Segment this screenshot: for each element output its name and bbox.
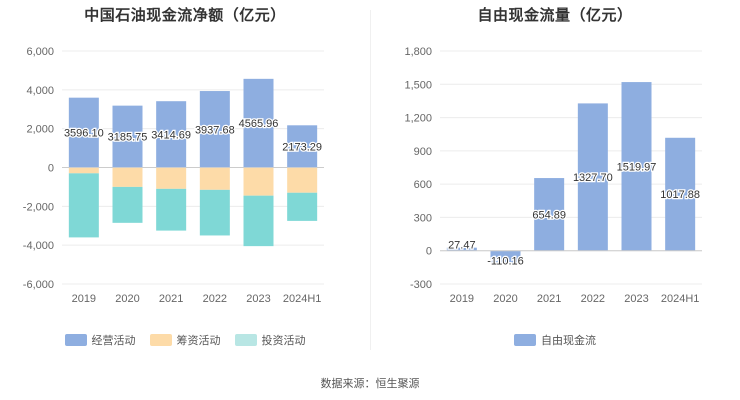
fcf-chart-title: 自由现金流量（亿元） — [477, 7, 633, 24]
data-label: -110.16 — [487, 256, 524, 268]
data-label: 654.89 — [532, 209, 566, 221]
y-tick-label: -2,000 — [23, 201, 54, 213]
legend-item-fcf[interactable]: 自由现金流 — [514, 332, 596, 348]
x-tick-label: 2024H1 — [661, 293, 700, 305]
x-tick-label: 2022 — [203, 293, 227, 305]
cashflow-chart-panel: 中国石油现金流净额（亿元） 6,000 4,000 2,000 0 -2,000 -4,0… — [0, 0, 370, 370]
y-tick-label: 2,000 — [26, 124, 54, 136]
x-tick-label: 2019 — [72, 293, 96, 305]
legend-label-investing: 投资活动 — [261, 335, 306, 347]
data-label: 1519.97 — [617, 161, 657, 173]
legend-swatch-fcf — [514, 334, 536, 346]
y-tick-label: 0 — [48, 163, 54, 175]
cashflow-chart: 6,000 4,000 2,000 0 -2,000 -4,000 -6,000 2019 20… — [23, 46, 324, 305]
bar-1 — [199, 167, 230, 190]
x-tick-label: 2021 — [159, 293, 183, 305]
bar-0 — [577, 103, 608, 251]
legend-label-operating: 经营活动 — [91, 335, 136, 347]
x-tick-label: 2020 — [493, 293, 517, 305]
x-tick-label: 2020 — [115, 293, 139, 305]
bar-0 — [490, 250, 521, 263]
legend-item-investing[interactable]: 投资活动 — [234, 332, 306, 348]
bar-0 — [68, 97, 99, 168]
x-tick-label: 2023 — [246, 293, 270, 305]
x-tick-label: 2022 — [581, 293, 605, 305]
bar-1 — [243, 167, 274, 196]
fcf-legend: 自由现金流 — [370, 332, 740, 348]
data-label: 2173.29 — [282, 141, 322, 153]
x-tick-label: 2024H1 — [283, 293, 322, 305]
fcf-chart: 1,800 1,500 1,200 900 600 300 0 -300 2019 2020 202… — [404, 46, 702, 305]
bar-0 — [534, 178, 565, 251]
cashflow-chart-title: 中国石油现金流净额（亿元） — [84, 7, 286, 24]
y-tick-label: 0 — [426, 246, 432, 258]
panel-divider — [370, 10, 371, 350]
y-tick-label: 6,000 — [26, 46, 54, 58]
x-tick-label: 2021 — [537, 293, 561, 305]
legend-label-financing: 筹资活动 — [176, 335, 221, 347]
x-tick-label: 2023 — [624, 293, 648, 305]
legend-swatch-investing — [234, 334, 257, 346]
bar-2 — [112, 186, 143, 223]
y-tick-label: -300 — [410, 279, 432, 291]
y-tick-label: 1,200 — [404, 113, 432, 125]
bar-0 — [243, 78, 274, 168]
data-label: 27.47 — [448, 240, 476, 252]
data-label: 3414.69 — [151, 129, 191, 141]
legend-item-financing[interactable]: 筹资活动 — [149, 332, 221, 348]
bar-2 — [199, 189, 230, 236]
bar-2 — [287, 192, 318, 221]
x-tick-label: 2019 — [450, 293, 474, 305]
y-tick-label: 300 — [414, 212, 432, 224]
cashflow-legend: 经营活动 筹资活动 投资活动 — [0, 332, 370, 348]
data-label: 3185.75 — [108, 132, 148, 144]
bar-0 — [156, 101, 187, 168]
y-tick-label: 900 — [414, 146, 432, 158]
data-label: 1327.70 — [573, 172, 613, 184]
y-tick-label: -6,000 — [23, 279, 54, 291]
bar-1 — [68, 167, 99, 174]
bar-0 — [112, 105, 143, 168]
bar-0 — [199, 91, 230, 168]
bar-0 — [287, 125, 318, 168]
bar-2 — [243, 195, 274, 247]
data-source: 数据来源：恒生聚源 — [320, 378, 420, 390]
legend-label-fcf: 自由现金流 — [541, 335, 596, 347]
data-label: 4565.96 — [239, 118, 279, 130]
y-tick-label: 1,800 — [404, 46, 432, 58]
legend-swatch-financing — [149, 334, 172, 346]
y-tick-label: 1,500 — [404, 79, 432, 91]
bar-2 — [156, 188, 187, 231]
bar-0 — [665, 137, 696, 251]
legend-item-operating[interactable]: 经营活动 — [64, 332, 136, 348]
bar-0 — [446, 247, 477, 251]
legend-swatch-operating — [64, 334, 87, 346]
y-tick-label: 600 — [414, 179, 432, 191]
bar-2 — [68, 173, 99, 238]
bar-0 — [621, 82, 652, 251]
data-label: 1017.88 — [660, 189, 700, 201]
bar-1 — [156, 167, 187, 189]
bar-1 — [112, 167, 143, 187]
data-label: 3596.10 — [64, 128, 104, 140]
y-tick-label: -4,000 — [23, 240, 54, 252]
data-label: 3937.68 — [195, 124, 235, 136]
y-tick-label: 4,000 — [26, 85, 54, 97]
bar-1 — [287, 167, 318, 193]
fcf-chart-panel: 自由现金流量（亿元） 1,800 1,500 1,200 900 600 300 0 -300… — [370, 0, 740, 370]
